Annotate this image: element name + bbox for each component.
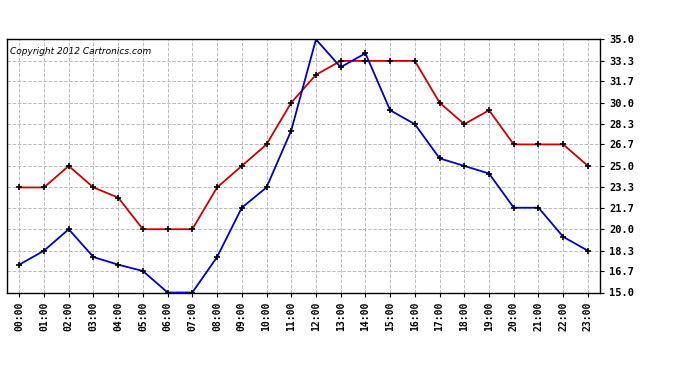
Text: Copyright 2012 Cartronics.com: Copyright 2012 Cartronics.com [10, 47, 151, 56]
Text: Outdoor Temperature (Red) vs THSW Index (Blue) per Hour (24 Hours) 20120208: Outdoor Temperature (Red) vs THSW Index … [77, 9, 613, 22]
